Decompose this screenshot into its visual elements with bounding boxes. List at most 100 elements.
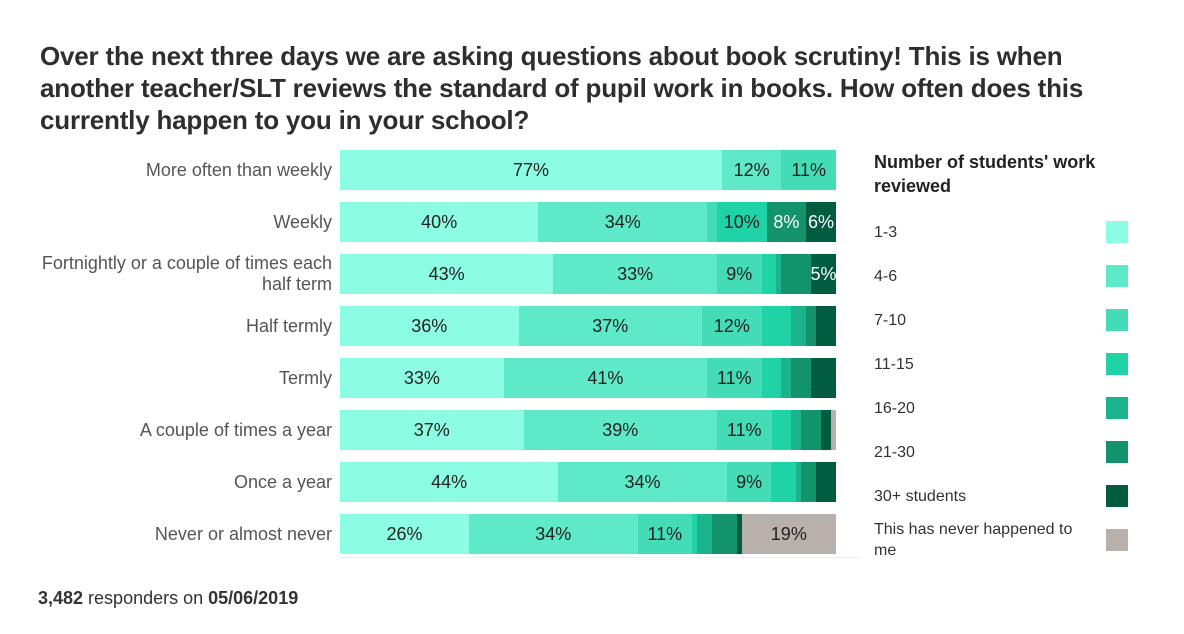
legend-label: This has never happened to me — [874, 521, 1073, 559]
bar-segment: 33% — [553, 254, 717, 294]
survey-date: 05/06/2019 — [208, 588, 299, 608]
bar-segment — [781, 254, 812, 294]
data-label: 12% — [733, 159, 770, 180]
bar-segment: 34% — [538, 202, 708, 242]
data-label: 40% — [421, 211, 458, 232]
bar-segment: 41% — [503, 358, 708, 398]
data-label: 34% — [624, 471, 661, 492]
category-label: Termly — [279, 367, 332, 388]
bar-segment: 6% — [806, 202, 836, 242]
bar-row: Half termly 36% 37% 12% — [0, 306, 860, 346]
legend-swatch — [1106, 441, 1128, 463]
stacked-bar: 77% 12% 11% — [340, 150, 836, 190]
bar-segment: 5% — [810, 254, 837, 294]
bar-segment — [791, 410, 802, 450]
bar-segment: 9% — [716, 254, 762, 294]
data-label: 19% — [770, 523, 807, 544]
data-label: 6% — [808, 211, 835, 232]
bar-row: Once a year 44% 34% 9% — [0, 462, 860, 502]
data-label: 77% — [512, 159, 549, 180]
bar-segment: 11% — [781, 150, 836, 190]
legend-label: 11-15 — [874, 355, 914, 373]
bar-segment: 8% — [766, 202, 807, 242]
legend-swatch — [1106, 485, 1128, 507]
bar-segment: 11% — [637, 514, 693, 554]
stacked-bar: 40% 34% 10% 8% 6% — [340, 202, 836, 242]
data-label: 9% — [726, 263, 753, 284]
legend-item: 7-10 — [874, 298, 1154, 342]
bar-segment: 9% — [726, 462, 772, 502]
legend-label: 21-30 — [874, 443, 915, 461]
legend-swatch — [1106, 529, 1128, 551]
data-label: 43% — [428, 263, 465, 284]
chart-title: Over the next three days we are asking q… — [40, 41, 1084, 135]
bar-segment — [816, 462, 836, 502]
category-label: A couple of times a year — [139, 419, 332, 440]
stacked-bar: 44% 34% 9% — [340, 462, 836, 502]
legend-title: Number of students' work reviewed — [874, 152, 1096, 196]
legend-label: 4-6 — [874, 267, 898, 285]
bar-segment — [771, 462, 797, 502]
bar-segment: 44% — [340, 462, 559, 502]
data-label: 33% — [617, 263, 654, 284]
bar-row: Weekly 40% 34% 10% 8% 6% — [0, 202, 860, 242]
legend-item: 30+ students — [874, 474, 1154, 518]
bar-segment — [801, 462, 817, 502]
legend-item: 11-15 — [874, 342, 1154, 386]
bar-segment: 39% — [523, 410, 717, 450]
stacked-bar: 33% 41% 11% — [340, 358, 836, 398]
data-label: 34% — [604, 211, 641, 232]
bar-segment — [736, 514, 742, 554]
category-label: Half termly — [245, 315, 332, 336]
stacked-bar: 37% 39% 11% — [340, 410, 836, 450]
bar-segment — [806, 306, 817, 346]
bar-segment: 40% — [340, 202, 539, 242]
bar-segment: 36% — [340, 306, 519, 346]
bar-segment — [821, 410, 831, 450]
bar-row: A couple of times a year 37% 39% 11% — [0, 410, 860, 450]
responder-count: 3,482 — [38, 588, 84, 608]
bar-segment: 33% — [340, 358, 504, 398]
bar-segment — [811, 358, 836, 398]
bar-segment — [771, 410, 792, 450]
legend-item: 16-20 — [874, 386, 1154, 430]
legend-swatch — [1106, 265, 1128, 287]
data-label: 11% — [791, 159, 827, 180]
data-label: 5% — [810, 263, 837, 284]
bar-segment — [816, 306, 836, 346]
bar-segment — [711, 514, 737, 554]
stacked-bar-chart: More often than weekly 77% 12% 11% Weekly 40%… — [0, 145, 860, 560]
stacked-bar: 36% 37% 12% — [340, 306, 836, 346]
bar-segment — [791, 358, 812, 398]
data-label: 11% — [647, 523, 683, 544]
bar-segment — [801, 410, 822, 450]
legend-item: 21-30 — [874, 430, 1154, 474]
bar-segment: 11% — [716, 410, 772, 450]
legend: Number of students' work reviewed 1-3 4-6… — [874, 150, 1154, 562]
data-label: 11% — [726, 419, 762, 440]
bar-segment — [776, 254, 782, 294]
bar-row: More often than weekly 77% 12% 11% — [0, 150, 860, 190]
data-label: 10% — [723, 211, 760, 232]
legend-label: 1-3 — [874, 223, 898, 241]
bar-segment: 34% — [558, 462, 727, 502]
bar-segment: 10% — [716, 202, 767, 242]
bar-row: Never or almost never 26% 34% 11% 19% — [0, 514, 860, 554]
chart-baseline — [340, 557, 860, 558]
footer-responders: 3,482 responders on 05/06/2019 — [38, 588, 298, 609]
bar-segment — [796, 462, 802, 502]
stacked-bar: 26% 34% 11% 19% — [340, 514, 836, 554]
data-label: 33% — [403, 367, 440, 388]
bar-segment — [830, 410, 836, 450]
category-label: Weekly — [273, 211, 332, 232]
bar-segment — [697, 514, 712, 554]
bar-segment — [761, 358, 782, 398]
data-label: 34% — [535, 523, 572, 544]
data-label: 39% — [602, 419, 639, 440]
legend-swatch — [1106, 309, 1128, 331]
legend-swatch — [1106, 353, 1128, 375]
legend-swatch — [1106, 397, 1128, 419]
data-label: 12% — [713, 315, 750, 336]
bar-row: Fortnightly or a couple of times each ha… — [0, 253, 860, 294]
bar-segment: 37% — [518, 306, 703, 346]
